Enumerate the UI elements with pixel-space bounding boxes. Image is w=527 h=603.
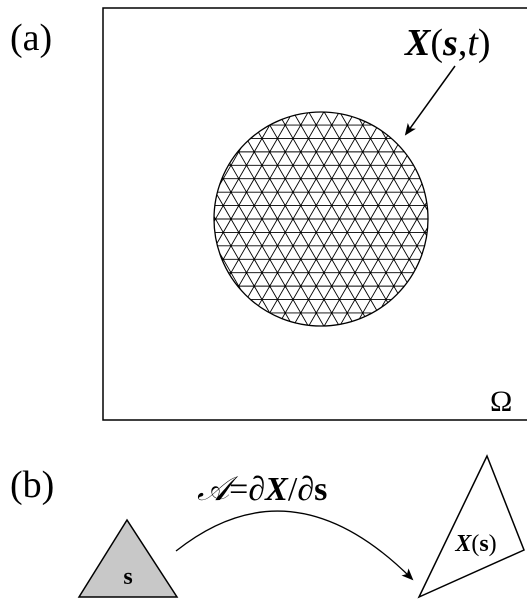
map-label: 𝒜=∂X/∂s	[197, 471, 327, 508]
mesh-label: X(s,t)	[404, 22, 491, 64]
triangle-mesh	[214, 112, 428, 326]
deformed-triangle	[417, 454, 525, 599]
panel-b-label: (b)	[10, 464, 54, 506]
reference-triangle-label: s	[123, 564, 132, 590]
mesh-boundary	[213, 111, 429, 327]
deformed-triangle-label: X(s)	[454, 531, 496, 557]
reference-triangle	[77, 518, 179, 598]
domain-omega: Ω	[490, 385, 512, 418]
mesh-edges	[214, 112, 428, 326]
domain-box	[102, 7, 527, 421]
mapping-arrow	[175, 510, 414, 581]
panel-a-label: (a)	[10, 17, 52, 59]
mesh-pointer-arrow	[404, 65, 456, 136]
